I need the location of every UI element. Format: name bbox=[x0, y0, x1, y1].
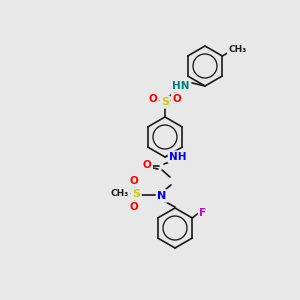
Text: F: F bbox=[199, 208, 206, 218]
Text: O: O bbox=[172, 94, 182, 104]
Text: HN: HN bbox=[172, 81, 190, 91]
Text: N: N bbox=[158, 191, 166, 201]
Text: CH₃: CH₃ bbox=[229, 45, 247, 54]
Text: S: S bbox=[161, 97, 169, 107]
Text: NH: NH bbox=[169, 152, 187, 162]
Text: O: O bbox=[148, 94, 158, 104]
Text: O: O bbox=[142, 160, 152, 170]
Text: O: O bbox=[130, 176, 138, 186]
Text: CH₃: CH₃ bbox=[111, 188, 129, 197]
Text: S: S bbox=[132, 189, 140, 199]
Text: O: O bbox=[130, 202, 138, 212]
